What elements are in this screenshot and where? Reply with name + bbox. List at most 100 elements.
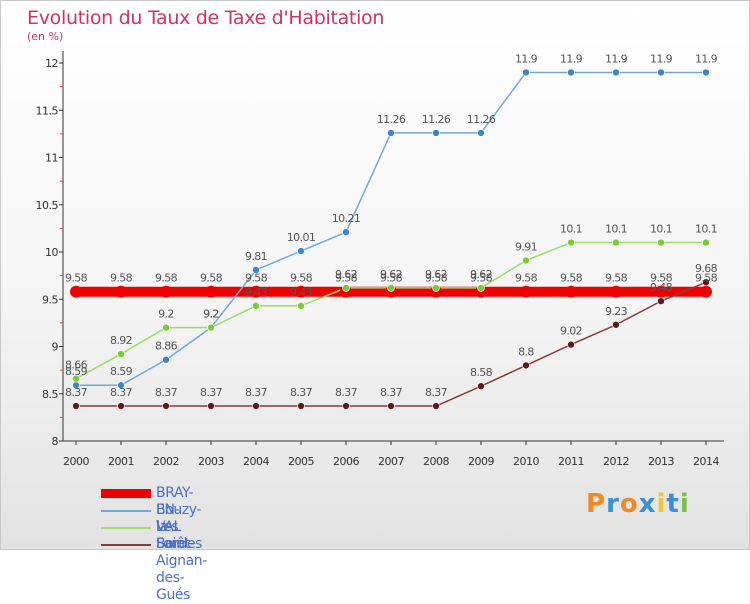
data-label: 10.1 [650, 223, 672, 236]
y-tick-label: 11.5 [36, 104, 59, 117]
data-label: 8.37 [245, 386, 268, 399]
data-point [387, 284, 395, 292]
data-point [567, 68, 575, 77]
data-label: 11.26 [467, 113, 496, 126]
data-label: 9.68 [695, 262, 718, 275]
logo-letter: i [679, 489, 690, 519]
data-label: 9.48 [650, 281, 673, 294]
x-tick-label: 2004 [243, 455, 269, 468]
data-point [432, 402, 440, 410]
data-label: 9.43 [290, 286, 313, 299]
data-label: 9.02 [560, 325, 582, 338]
y-tick-label: 12 [45, 57, 58, 70]
data-point [655, 285, 667, 298]
data-label: 9.58 [65, 272, 88, 285]
x-tick-label: 2010 [513, 455, 539, 468]
data-label: 11.9 [695, 52, 718, 65]
y-tick-label: 10.5 [36, 199, 59, 212]
data-point [702, 238, 710, 247]
data-point [297, 247, 305, 255]
legend-label: Bouzy-la-Forêt [156, 502, 202, 552]
data-label: 8.92 [110, 334, 132, 347]
logo-letter: t [666, 489, 680, 519]
data-label: 9.58 [335, 272, 358, 285]
data-label: 9.2 [158, 308, 174, 321]
data-label: 11.26 [377, 113, 406, 126]
data-label: 9.58 [695, 272, 718, 285]
x-tick-label: 2001 [108, 455, 134, 468]
y-tick-label: 11 [45, 152, 58, 165]
data-point [702, 68, 710, 77]
data-point [252, 402, 260, 410]
data-point [297, 402, 305, 410]
data-point [117, 402, 125, 410]
data-point [567, 238, 575, 247]
data-label: 8.66 [65, 359, 88, 372]
data-point [162, 355, 170, 364]
data-point [387, 402, 395, 410]
x-tick-label: 2013 [648, 455, 674, 468]
data-label: 11.9 [515, 52, 538, 65]
data-point [342, 284, 350, 292]
x-tick-label: 2012 [603, 455, 629, 468]
chart-title: Evolution du Taux de Taxe d'Habitation [27, 7, 385, 29]
data-point [432, 284, 440, 292]
legend-swatch [101, 527, 151, 529]
data-label: 9.2 [203, 308, 219, 321]
data-point [432, 129, 440, 137]
data-label: 8.86 [155, 340, 178, 353]
logo-letter: x [638, 489, 657, 519]
data-label: 9.62 [425, 268, 447, 281]
data-label: 8.37 [155, 386, 178, 399]
x-tick-label: 2014 [693, 455, 719, 468]
data-point [702, 278, 710, 287]
x-tick-label: 2000 [63, 455, 89, 468]
series-markers [70, 68, 712, 410]
data-point [522, 361, 530, 370]
data-point [207, 323, 215, 332]
data-label: 9.58 [560, 272, 583, 285]
data-labels: 9.58 9.58 9.58 9.58 9.58 9.58 9.58 9.58 9.58 9.58… [65, 52, 718, 399]
x-tick-label: 2008 [423, 455, 449, 468]
logo-letter: o [619, 489, 639, 519]
data-label: 9.58 [470, 272, 493, 285]
data-label: 10.1 [560, 223, 582, 236]
data-point [612, 68, 620, 77]
data-label: 8.37 [110, 386, 133, 399]
data-point [342, 402, 350, 410]
data-label: 9.58 [605, 272, 628, 285]
data-point [117, 381, 125, 390]
data-label: 8.37 [290, 386, 313, 399]
data-label: 10.1 [605, 223, 627, 236]
data-point [207, 402, 215, 410]
legend-swatch [101, 544, 151, 546]
data-label: 10.01 [287, 231, 316, 244]
data-point [700, 285, 712, 298]
logo-letter: P [586, 489, 607, 519]
proxiti-logo: Proxiti [586, 489, 690, 519]
data-point [342, 228, 350, 236]
data-label: 9.58 [290, 272, 313, 285]
data-label: 8.59 [65, 365, 88, 378]
data-point [657, 238, 665, 247]
legend-label: Saint-Aignan-des-Gués [156, 536, 207, 603]
logo-letter: r [606, 489, 620, 519]
data-point [250, 285, 262, 298]
data-point [522, 68, 530, 77]
data-point [477, 284, 485, 292]
data-point [612, 320, 620, 329]
data-point [477, 382, 485, 390]
data-point [295, 285, 307, 298]
data-label: 8.37 [200, 386, 223, 399]
data-point [252, 302, 260, 310]
data-point [477, 129, 485, 137]
x-tick-label: 2007 [378, 455, 404, 468]
data-label: 8.37 [380, 386, 403, 399]
data-label: 8.37 [65, 386, 88, 399]
x-tick-label: 2011 [558, 455, 584, 468]
x-tick-label: 2002 [153, 455, 179, 468]
x-tick-label: 2003 [198, 455, 224, 468]
data-label: 11.9 [650, 52, 673, 65]
data-label: 9.62 [470, 268, 492, 281]
